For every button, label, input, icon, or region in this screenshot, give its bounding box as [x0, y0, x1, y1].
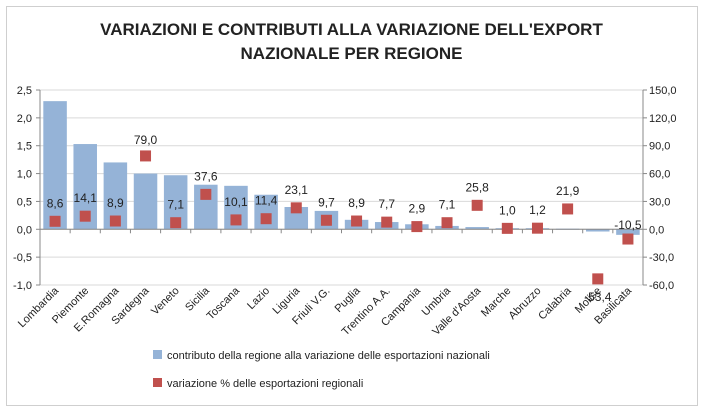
legend-bar-label: contributo della regione alla variazione…	[167, 350, 490, 362]
left-tick-label: 0,5	[17, 196, 32, 208]
category-label: Calabria	[536, 284, 574, 322]
marker-point	[411, 221, 423, 233]
data-label: 2,9	[409, 202, 426, 216]
bar	[194, 184, 218, 230]
bar	[586, 229, 610, 232]
data-label: 25,8	[465, 180, 489, 194]
left-tick-label: -0,5	[13, 252, 32, 264]
marker-point	[290, 202, 302, 214]
axes: 2,5 2,0 1,5 1,0 0,5 0,0 -0,5 -1,0 150,0 120,0 90,0…	[13, 85, 677, 292]
bar	[73, 144, 97, 230]
right-tick-label: -60,0	[649, 280, 674, 292]
category-label: Toscana	[205, 284, 243, 322]
marker-point	[562, 203, 574, 215]
legend-marker-label: variazione % delle esportazioni regional…	[167, 378, 363, 390]
legend-bar-swatch	[153, 350, 162, 359]
data-label: 9,7	[318, 195, 335, 209]
marker-point	[622, 233, 634, 245]
data-label: 7,1	[439, 198, 456, 212]
left-tick-label: 1,5	[17, 141, 32, 153]
bar-series	[43, 101, 640, 235]
data-label: 37,6	[194, 169, 218, 183]
marker-point	[471, 199, 483, 211]
data-label: 8,9	[348, 196, 365, 210]
marker-point	[49, 215, 61, 227]
marker-point	[381, 216, 393, 228]
data-label: 8,9	[107, 196, 124, 210]
category-label: Veneto	[149, 285, 182, 318]
marker-point	[200, 188, 212, 200]
bar	[224, 185, 248, 230]
left-tick-label: 1,0	[17, 169, 32, 181]
left-tick-label: 2,0	[17, 113, 32, 125]
data-label: 21,9	[556, 184, 580, 198]
data-label: 23,1	[285, 183, 309, 197]
right-tick-label: 90,0	[649, 141, 670, 153]
bar	[133, 173, 158, 230]
legend: contributo della regione alla variazione…	[153, 350, 490, 390]
data-label: 10,1	[224, 195, 248, 209]
data-labels: 8,6 14,1 8,9 79,0 7,1 37,6 10,1 11,4 23,1 9,7 8,9 7…	[47, 133, 642, 304]
marker-series	[49, 150, 634, 285]
bar	[616, 229, 640, 235]
right-tick-label: -30,0	[649, 252, 674, 264]
data-label: -53,4	[584, 290, 612, 304]
right-tick-label: 150,0	[649, 85, 677, 97]
data-label: 14,1	[74, 191, 98, 205]
data-label: 79,0	[134, 133, 158, 147]
left-tick-label: 2,5	[17, 85, 32, 97]
category-label: Lazio	[245, 285, 272, 312]
marker-point	[79, 210, 91, 222]
right-tick-label: 60,0	[649, 169, 670, 181]
marker-point	[230, 214, 242, 226]
data-label: 7,7	[378, 197, 395, 211]
data-label: 1,0	[499, 203, 516, 217]
legend-marker-swatch	[153, 378, 162, 387]
marker-point	[109, 215, 121, 227]
marker-point	[320, 214, 332, 226]
data-label: 1,2	[529, 203, 546, 217]
marker-point	[531, 222, 543, 234]
data-label: 8,6	[47, 196, 64, 210]
bar	[103, 162, 128, 230]
right-tick-label: 30,0	[649, 196, 670, 208]
right-tick-label: 120,0	[649, 113, 677, 125]
category-labels: LombardiaPiemonteE.RomagnaSardegnaVeneto…	[16, 284, 635, 338]
chart-title-line-1: VARIAZIONI E CONTRIBUTI ALLA VARIAZIONE …	[100, 20, 603, 39]
data-label: 7,1	[167, 198, 184, 212]
left-tick-label: 0,0	[17, 224, 32, 236]
bar	[465, 227, 489, 230]
marker-point	[351, 215, 363, 227]
bar	[43, 101, 67, 230]
gridlines	[40, 89, 643, 286]
left-tick-label: -1,0	[13, 280, 32, 292]
right-tick-label: 0,0	[649, 224, 664, 236]
marker-point	[441, 217, 453, 229]
chart-title: VARIAZIONI E CONTRIBUTI ALLA VARIAZIONE …	[0, 18, 703, 66]
bar	[163, 175, 188, 230]
bar	[284, 207, 309, 230]
marker-point	[501, 222, 513, 234]
marker-point	[592, 273, 604, 285]
marker-point	[260, 213, 272, 225]
marker-point	[140, 150, 152, 162]
data-label: 11,4	[255, 194, 278, 208]
marker-point	[170, 217, 182, 229]
chart-title-line-2: NAZIONALE PER REGIONE	[240, 44, 463, 63]
data-label: -10,5	[614, 218, 642, 232]
bar	[254, 194, 278, 230]
